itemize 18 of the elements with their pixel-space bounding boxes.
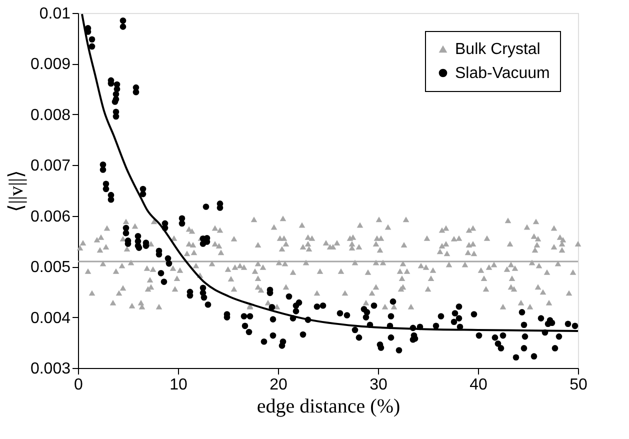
x-tick-label: 10	[170, 376, 188, 394]
y-tick-label: 0.005	[30, 259, 71, 276]
legend-label: Bulk Crystal	[455, 41, 540, 58]
y-tick-label: 0.009	[30, 56, 71, 74]
y-tick-label: 0.006	[30, 208, 71, 226]
x-tick-label: 40	[470, 376, 488, 394]
x-axis-title: edge distance (%)	[256, 396, 400, 418]
x-tick-label: 0	[74, 376, 84, 394]
y-tick-label: 0.01	[39, 6, 71, 22]
x-tick-label: 20	[270, 376, 288, 394]
legend-label: Slab-Vacuum	[455, 65, 550, 82]
y-tick-label: 0.007	[30, 158, 71, 175]
x-tick-label: 30	[370, 376, 388, 394]
x-tick-label: 50	[570, 376, 588, 394]
y-axis-title: ⟨||v||⟩	[5, 170, 28, 212]
y-tick-label: 0.004	[30, 310, 71, 327]
y-tick-label: 0.008	[30, 106, 71, 124]
y-tick-label: 0.003	[30, 360, 71, 378]
